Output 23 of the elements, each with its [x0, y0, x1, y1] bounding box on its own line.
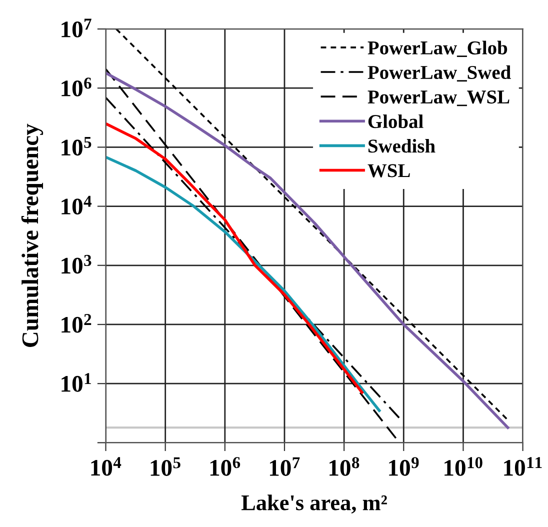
x-tick-label: 10$^{7}$ — [270, 457, 300, 476]
y-axis-title: Cumulative frequency — [21, 124, 44, 347]
legend-label: Global — [368, 114, 424, 128]
y-tick-label: 10$^{3}$ — [62, 254, 92, 274]
y-tick-label: 10$^{4}$ — [62, 196, 92, 215]
x-tick-label: 10$^{4}$ — [91, 457, 122, 476]
x-tick-label: 10$^{11}$ — [504, 457, 542, 476]
legend-label: Swedish — [368, 139, 436, 153]
x-axis-title: Lake's area, m² — [241, 494, 387, 514]
y-tick-label: 10$^{2}$ — [62, 314, 92, 333]
legend-label: PowerLaw_Glob — [368, 40, 508, 57]
legend-label: WSL — [368, 164, 410, 178]
y-tick-label: 10$^{5}$ — [62, 136, 92, 156]
x-tick-label: 10$^{10}$ — [444, 457, 482, 476]
x-tick-label: 10$^{9}$ — [389, 457, 419, 476]
y-tick-label: 10$^{6}$ — [62, 78, 92, 96]
y-tick-label: 10$^{1}$ — [62, 373, 91, 392]
x-tick-label: 10$^{6}$ — [210, 457, 240, 476]
x-tick-label: 10$^{5}$ — [150, 457, 180, 476]
y-tick-label: 10$^{7}$ — [62, 18, 92, 38]
x-tick-label: 10$^{8}$ — [330, 457, 360, 476]
legend-label: PowerLaw_WSL — [368, 90, 510, 106]
legend-label: PowerLaw_Swed — [368, 65, 511, 82]
